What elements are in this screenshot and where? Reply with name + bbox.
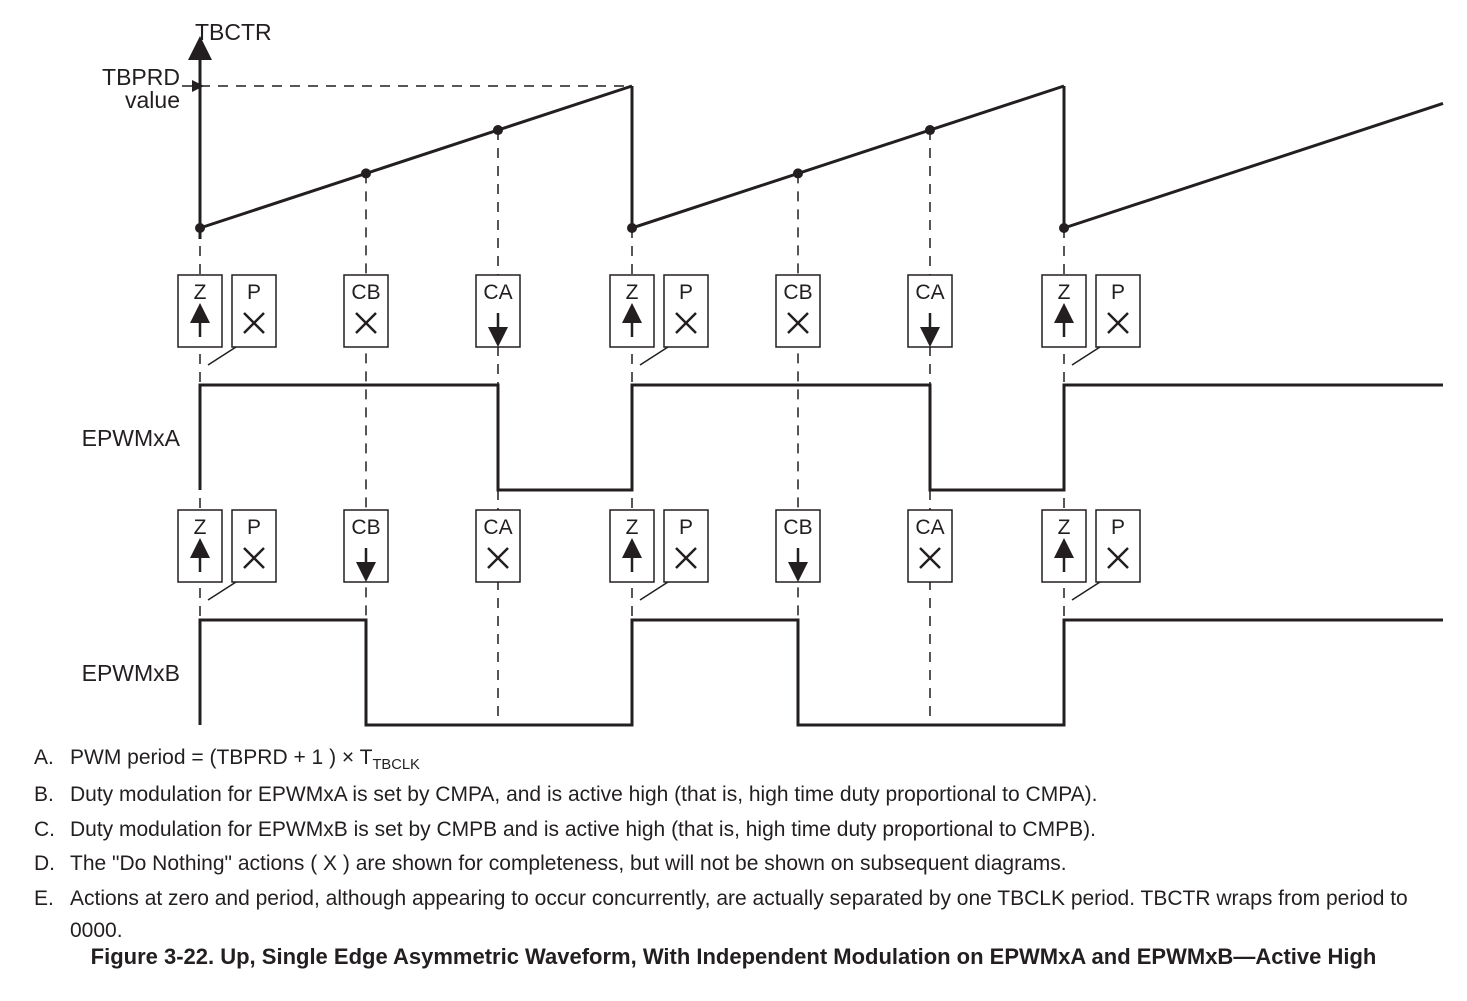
svg-text:Z: Z <box>194 516 207 539</box>
svg-text:Z: Z <box>626 516 639 539</box>
figure-page: TBCTRTBPRDvalueEPWMxAEPWMxBZPCBCAZPCBCAZ… <box>0 0 1467 1001</box>
figure-note: E.Actions at zero and period, although a… <box>34 883 1434 948</box>
svg-text:Z: Z <box>626 281 639 304</box>
svg-text:CB: CB <box>783 281 812 304</box>
svg-text:TBCTR: TBCTR <box>195 19 272 45</box>
svg-text:CA: CA <box>483 281 512 304</box>
svg-text:CA: CA <box>915 281 944 304</box>
waveform-diagram: TBCTRTBPRDvalueEPWMxAEPWMxBZPCBCAZPCBCAZ… <box>0 0 1467 740</box>
svg-text:P: P <box>679 281 693 304</box>
note-text: Duty modulation for EPWMxB is set by CMP… <box>70 814 1096 847</box>
note-label: B. <box>34 779 70 812</box>
figure-note: C.Duty modulation for EPWMxB is set by C… <box>34 814 1434 847</box>
note-text: Duty modulation for EPWMxA is set by CMP… <box>70 779 1097 812</box>
svg-text:CB: CB <box>783 516 812 539</box>
svg-text:P: P <box>247 281 261 304</box>
svg-text:Z: Z <box>1058 281 1071 304</box>
svg-text:Z: Z <box>194 281 207 304</box>
note-text: PWM period = (TBPRD + 1 ) × TTBCLK <box>70 742 420 777</box>
svg-text:P: P <box>1111 516 1125 539</box>
svg-text:Z: Z <box>1058 516 1071 539</box>
svg-text:CA: CA <box>483 516 512 539</box>
note-text: The "Do Nothing" actions ( X ) are shown… <box>70 848 1067 881</box>
figure-note: D.The "Do Nothing" actions ( X ) are sho… <box>34 848 1434 881</box>
svg-text:CA: CA <box>915 516 944 539</box>
svg-text:EPWMxA: EPWMxA <box>82 425 181 451</box>
svg-text:P: P <box>1111 281 1125 304</box>
svg-text:value: value <box>125 87 180 113</box>
svg-text:P: P <box>679 516 693 539</box>
note-text: Actions at zero and period, although app… <box>70 883 1434 948</box>
figure-notes: A.PWM period = (TBPRD + 1 ) × TTBCLKB.Du… <box>34 742 1434 950</box>
svg-text:CB: CB <box>351 281 380 304</box>
figure-note: A.PWM period = (TBPRD + 1 ) × TTBCLK <box>34 742 1434 777</box>
svg-text:P: P <box>247 516 261 539</box>
note-label: D. <box>34 848 70 881</box>
note-label: A. <box>34 742 70 777</box>
figure-caption: Figure 3-22. Up, Single Edge Asymmetric … <box>0 942 1467 972</box>
svg-text:EPWMxB: EPWMxB <box>82 660 180 686</box>
note-label: E. <box>34 883 70 948</box>
figure-note: B.Duty modulation for EPWMxA is set by C… <box>34 779 1434 812</box>
svg-text:CB: CB <box>351 516 380 539</box>
note-label: C. <box>34 814 70 847</box>
